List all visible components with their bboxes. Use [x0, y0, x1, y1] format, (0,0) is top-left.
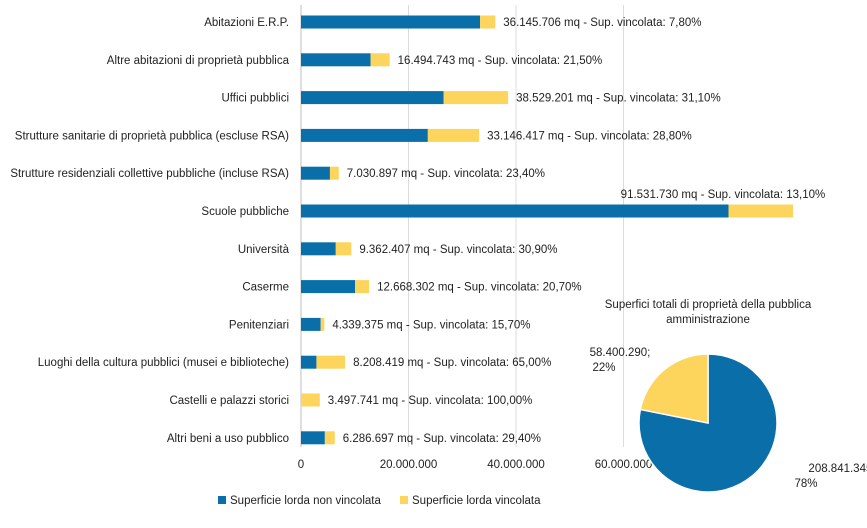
x-tick-label: 60.000.000: [595, 459, 653, 471]
bar-segment-bound: [370, 53, 390, 67]
bar-segment-unbound: [301, 91, 444, 105]
legend: Superficie lorda non vincolata Superficie…: [218, 495, 541, 507]
bar-segment-unbound: [301, 317, 321, 331]
bar-series: [301, 15, 793, 445]
category-label: Abitazioni E.R.P.: [204, 17, 289, 29]
legend-entry: Superficie lorda vincolata: [412, 495, 541, 507]
legend-swatch: [218, 496, 226, 504]
data-label: 3.497.741 mq - Sup. vincolata: 100,00%: [328, 395, 533, 407]
category-label: Caserme: [242, 282, 289, 294]
x-tick-label: 40.000.000: [487, 459, 545, 471]
data-label: 6.286.697 mq - Sup. vincolata: 29,40%: [343, 433, 541, 445]
category-label: Università: [238, 244, 290, 256]
bar-segment-bound: [335, 242, 352, 256]
bar-segment-bound: [728, 204, 793, 218]
data-label: 38.529.201 mq - Sup. vincolata: 31,10%: [516, 93, 721, 105]
bar-segment-bound: [316, 355, 346, 369]
bar-segment-bound: [427, 128, 480, 142]
bar-segment-bound: [324, 431, 335, 445]
data-labels: 36.145.706 mq - Sup. vincolata: 7,80% 16.…: [328, 17, 825, 445]
bar-segment-bound: [354, 280, 370, 294]
data-label: 36.145.706 mq - Sup. vincolata: 7,80%: [503, 17, 701, 29]
data-label: 8.208.419 mq - Sup. vincolata: 65,00%: [353, 357, 551, 369]
category-label: Altri beni a uso pubblico: [167, 433, 289, 445]
pie-label-percent: 22%: [592, 362, 615, 374]
bar-segment-bound: [443, 91, 509, 105]
bar-segment-unbound: [301, 204, 729, 218]
bar-segment-bound: [329, 166, 339, 180]
category-label: Strutture residenziali collettive pubbli…: [10, 168, 289, 180]
category-label: Scuole pubbliche: [201, 206, 289, 218]
legend-swatch: [400, 496, 408, 504]
pie-slice: [639, 353, 709, 424]
data-label: 33.146.417 mq - Sup. vincolata: 28,80%: [487, 130, 692, 142]
pie-label-value: 58.400.290;: [590, 347, 651, 359]
bar-segment-unbound: [301, 431, 325, 445]
category-label: Altre abitazioni di proprietà pubblica: [107, 55, 290, 67]
category-label: Castelli e palazzi storici: [169, 395, 289, 407]
category-label: Luoghi della cultura pubblici (musei e b…: [38, 357, 289, 369]
pie-label-percent: 78%: [794, 478, 817, 490]
pie-slice: [638, 353, 778, 493]
pie-chart: Superfici totali di proprietà della pubb…: [590, 299, 867, 493]
category-labels: Abitazioni E.R.P. Altre abitazioni di pro…: [10, 17, 289, 445]
category-label: Strutture sanitarie di proprietà pubblic…: [15, 130, 289, 142]
data-label: 16.494.743 mq - Sup. vincolata: 21,50%: [398, 55, 603, 67]
data-label: 4.339.375 mq - Sup. vincolata: 15,70%: [332, 319, 530, 331]
x-tick-label: 20.000.000: [380, 459, 438, 471]
bar-segment-unbound: [301, 280, 355, 294]
bar-segment-unbound: [301, 128, 428, 142]
data-label: 91.531.730 mq - Sup. vincolata: 13,10%: [621, 189, 826, 201]
data-label: 12.668.302 mq - Sup. vincolata: 20,70%: [377, 282, 582, 294]
category-label: Penitenziari: [229, 319, 289, 331]
bar-segment-unbound: [301, 15, 481, 29]
gridlines: [300, 5, 624, 447]
data-label: 7.030.897 mq - Sup. vincolata: 23,40%: [347, 168, 545, 180]
x-axis-ticks: 0 20.000.000 40.000.000 60.000.000: [298, 459, 652, 471]
bar-segment-unbound: [301, 242, 336, 256]
bar-segment-unbound: [301, 53, 371, 67]
legend-entry: Superficie lorda non vincolata: [230, 495, 381, 507]
bar-segment-unbound: [301, 166, 330, 180]
category-label: Uffici pubblici: [221, 93, 289, 105]
bar-segment-unbound: [301, 355, 317, 369]
bar-segment-bound: [301, 393, 320, 407]
pie-title: Superfici totali di proprietà della pubb…: [605, 299, 812, 326]
pie-label-value: 208.841.345;: [808, 463, 867, 475]
bar-segment-bound: [320, 317, 325, 331]
bar-segment-bound: [480, 15, 496, 29]
x-tick-label: 0: [298, 459, 304, 471]
data-label: 9.362.407 mq - Sup. vincolata: 30,90%: [359, 244, 557, 256]
